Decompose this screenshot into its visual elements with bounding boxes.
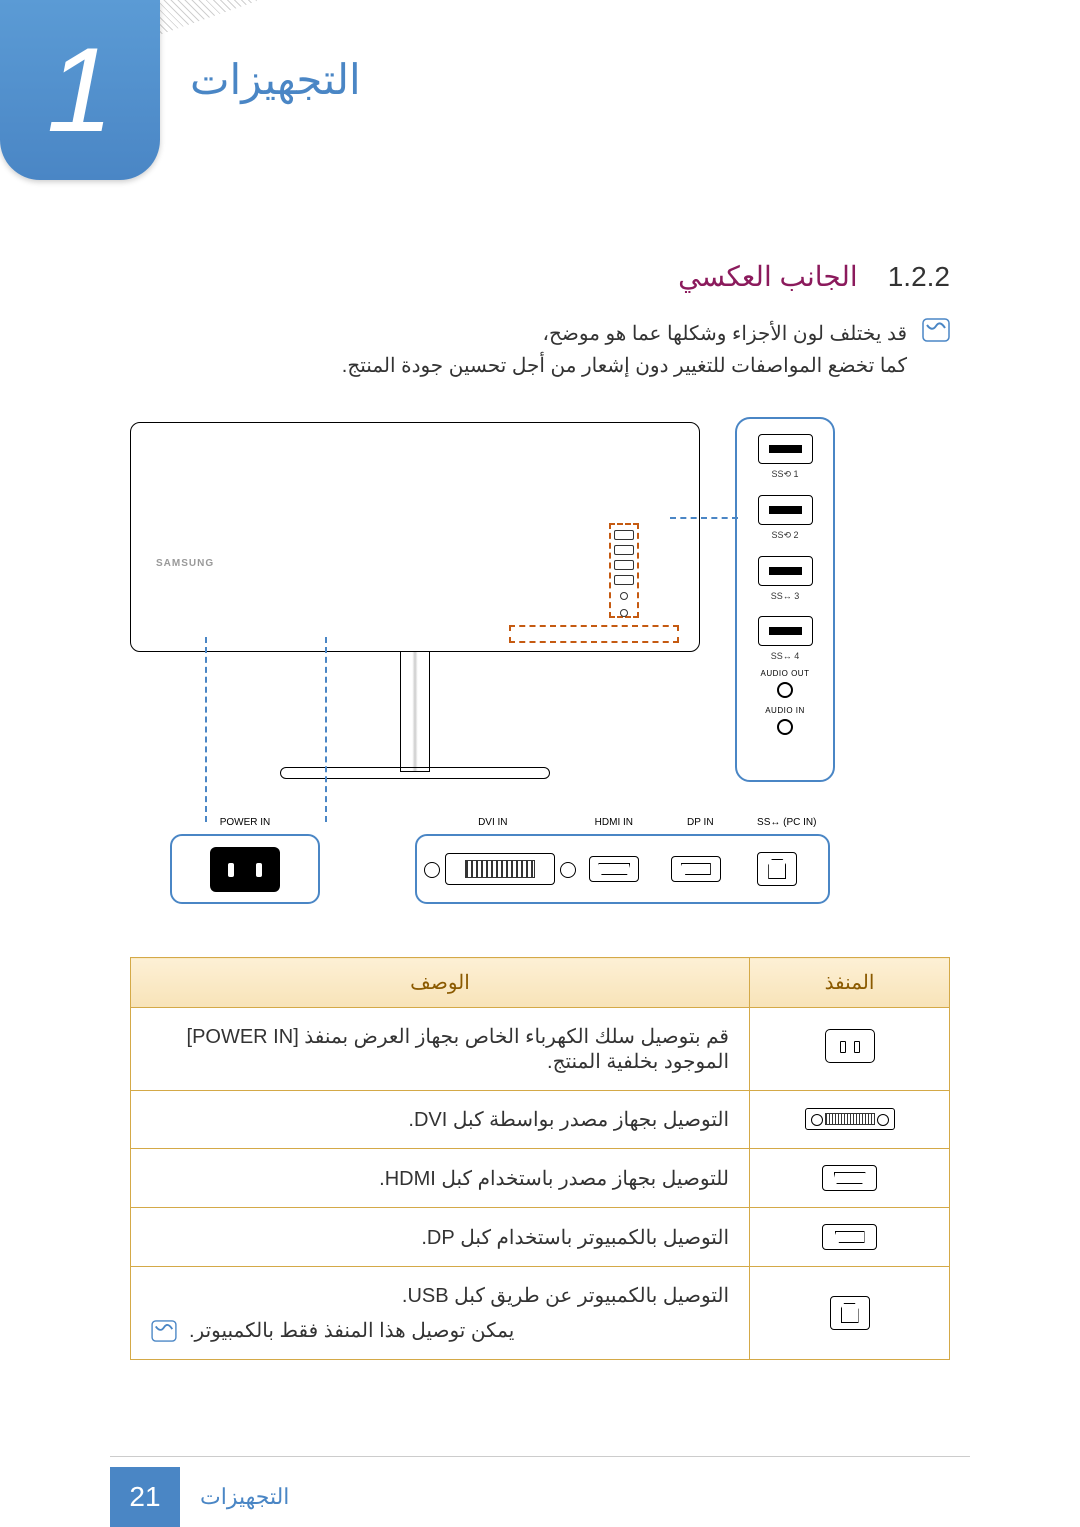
dp-port-icon: [822, 1224, 877, 1250]
table-row: التوصيل بالكمبيوتر باستخدام كبل DP.: [131, 1208, 950, 1267]
chapter-badge: 1: [0, 0, 160, 180]
port-cell: [750, 1149, 950, 1208]
note-line2: كما تخضع المواصفات للتغيير دون إشعار من …: [130, 350, 907, 382]
ports-table: المنفذ الوصف قم بتوصيل سلك الكهرباء الخا…: [130, 957, 950, 1360]
callout-line: [670, 517, 738, 519]
power-plug-icon: [210, 847, 280, 892]
desc-cell: قم بتوصيل سلك الكهرباء الخاص بجهاز العرض…: [131, 1008, 750, 1091]
usb-port-icon: [758, 556, 813, 586]
section-number: 1.2.2: [888, 261, 950, 293]
usb-port-label: SS⟲ 1: [737, 469, 833, 480]
monitor-back-view: SAMSUNG: [130, 422, 700, 652]
audio-jack-icon: [777, 719, 793, 735]
main-ports-box: [415, 834, 830, 904]
audio-jack-icon: [777, 682, 793, 698]
usb-port-icon: [758, 616, 813, 646]
usb-b-port-icon: [830, 1296, 870, 1330]
footer-title: التجهيزات: [200, 1484, 289, 1510]
section-title: الجانب العكسي: [678, 260, 858, 293]
table-row: للتوصيل بجهاز مصدر باستخدام كبل HDMI.: [131, 1149, 950, 1208]
side-panel-highlight: [609, 523, 639, 618]
table-row: قم بتوصيل سلك الكهرباء الخاص بجهاز العرض…: [131, 1008, 950, 1091]
usb-b-port-icon: [757, 852, 797, 886]
monitor-diagram: SAMSUNG SS⟲ 1 SS⟲ 2 SS↔ 3 SS↔ 4 AUDIO OU…: [130, 407, 950, 927]
dvi-port-icon: [805, 1108, 895, 1130]
note-block: قد يختلف لون الأجزاء وشكلها عما هو موضح،…: [130, 318, 950, 382]
bottom-ports-callout: POWER IN DVI IN HDMI IN DP IN SS↔ (PC IN…: [170, 817, 830, 917]
port-cell: [750, 1267, 950, 1360]
desc-cell: للتوصيل بجهاز مصدر باستخدام كبل HDMI.: [131, 1149, 750, 1208]
note-icon: [151, 1320, 177, 1342]
monitor-stand-base: [280, 767, 550, 779]
callout-line: [325, 637, 327, 822]
page-number: 21: [110, 1467, 180, 1527]
page-footer: 21 التجهيزات: [0, 1467, 1080, 1527]
usb-port-label: SS⟲ 2: [737, 530, 833, 541]
table-header-port: المنفذ: [750, 958, 950, 1008]
usb-callout-panel: SS⟲ 1 SS⟲ 2 SS↔ 3 SS↔ 4 AUDIO OUT AUDIO …: [735, 417, 835, 782]
port-cell: [750, 1208, 950, 1267]
chapter-number: 1: [47, 21, 114, 159]
section-heading: 1.2.2 الجانب العكسي: [130, 260, 950, 293]
usb-port-icon: [758, 434, 813, 464]
desc-text: التوصيل بالكمبيوتر عن طريق كبل USB.: [151, 1283, 729, 1308]
dp-in-label: DP IN: [657, 817, 743, 828]
table-header-desc: الوصف: [131, 958, 750, 1008]
desc-cell: التوصيل بالكمبيوتر عن طريق كبل USB. يمكن…: [131, 1267, 750, 1360]
usb-port-icon: [758, 495, 813, 525]
audio-out-label: AUDIO OUT: [737, 669, 833, 678]
port-cell: [750, 1091, 950, 1149]
usb-pc-in-label: SS↔ (PC IN): [744, 817, 830, 828]
inline-note-text: يمكن توصيل هذا المنفذ فقط بالكمبيوتر.: [189, 1318, 514, 1343]
inline-note: يمكن توصيل هذا المنفذ فقط بالكمبيوتر.: [151, 1318, 729, 1343]
main-content: 1.2.2 الجانب العكسي قد يختلف لون الأجزاء…: [130, 260, 950, 1360]
desc-cell: التوصيل بجهاز مصدر بواسطة كبل DVI.: [131, 1091, 750, 1149]
usb-port-label: SS↔ 4: [737, 651, 833, 661]
table-row: التوصيل بجهاز مصدر بواسطة كبل DVI.: [131, 1091, 950, 1149]
footer-rule: [110, 1456, 970, 1457]
power-port-box: [170, 834, 320, 904]
note-text: قد يختلف لون الأجزاء وشكلها عما هو موضح،…: [130, 318, 907, 382]
power-plug-icon: [825, 1029, 875, 1063]
chapter-title: التجهيزات: [190, 55, 361, 104]
desc-cell: التوصيل بالكمبيوتر باستخدام كبل DP.: [131, 1208, 750, 1267]
note-icon: [922, 318, 950, 342]
hdmi-port-icon: [589, 856, 639, 882]
hdmi-port-icon: [822, 1165, 877, 1191]
note-line1: قد يختلف لون الأجزاء وشكلها عما هو موضح،: [130, 318, 907, 350]
port-cell: [750, 1008, 950, 1091]
table-row: التوصيل بالكمبيوتر عن طريق كبل USB. يمكن…: [131, 1267, 950, 1360]
dvi-in-label: DVI IN: [415, 817, 571, 828]
hdmi-in-label: HDMI IN: [571, 817, 657, 828]
brand-logo: SAMSUNG: [156, 558, 214, 569]
dp-port-icon: [671, 856, 721, 882]
bottom-panel-highlight: [509, 625, 679, 643]
power-in-label: POWER IN: [170, 817, 320, 828]
dvi-port-icon: [445, 853, 555, 885]
usb-port-label: SS↔ 3: [737, 591, 833, 601]
audio-in-label: AUDIO IN: [737, 706, 833, 715]
callout-line: [205, 637, 207, 822]
monitor-stand-neck: [400, 652, 430, 772]
